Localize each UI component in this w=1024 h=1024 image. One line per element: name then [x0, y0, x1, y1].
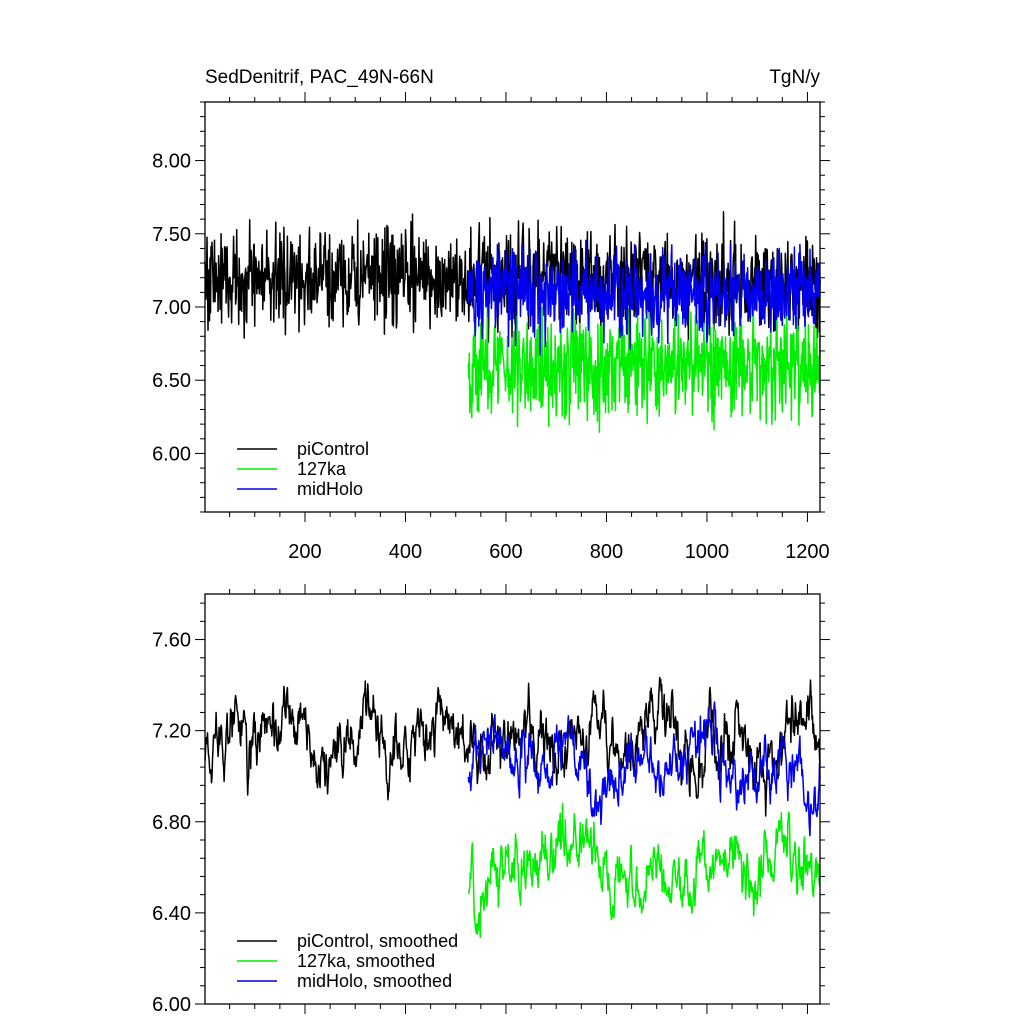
y-tick-label: 7.00 [152, 297, 191, 319]
series-line-smoothed-2 [467, 701, 821, 837]
y-tick-label: 6.40 [152, 903, 191, 925]
legend-label: 127ka [297, 459, 347, 479]
x-tick-label: 600 [489, 541, 522, 563]
top-panel: 200 400 600 800 1000 1200 6.00 6.50 7.00 7.50 8.00… [152, 92, 830, 563]
bottom-panel: 6.00 6.40 6.80 7.20 7.60 piControl, smoothed1… [152, 584, 830, 1016]
y-tick-label: 7.60 [152, 630, 191, 652]
y-tick-label: 6.80 [152, 812, 191, 834]
series-line-smoothed-0 [204, 676, 821, 817]
legend-label: midHolo [297, 479, 363, 499]
y-tick-label: 7.50 [152, 224, 191, 246]
x-tick-label: 1200 [785, 541, 830, 563]
x-tick-label: 800 [590, 541, 623, 563]
x-tick-label: 1000 [685, 541, 730, 563]
legend-label: piControl [297, 439, 369, 459]
series-line-raw-1 [467, 293, 821, 434]
y-tick-label: 6.50 [152, 370, 191, 392]
chart-units-label: TgN/y [769, 67, 820, 88]
x-tick-label: 200 [288, 541, 321, 563]
series-line-smoothed-1 [467, 802, 821, 939]
series-line-raw-2 [467, 239, 821, 356]
legend-label: midHolo, smoothed [297, 971, 452, 991]
legend-label: 127ka, smoothed [297, 951, 435, 971]
chart-title-left: SedDenitrif, PAC_49N-66N [205, 67, 434, 88]
y-tick-label: 6.00 [152, 443, 191, 465]
x-tick-label: 400 [389, 541, 422, 563]
y-tick-label: 6.00 [152, 994, 191, 1016]
legend-label: piControl, smoothed [297, 931, 458, 951]
y-tick-label: 8.00 [152, 151, 191, 173]
plot-frame [204, 593, 821, 1005]
y-tick-label: 7.20 [152, 721, 191, 743]
